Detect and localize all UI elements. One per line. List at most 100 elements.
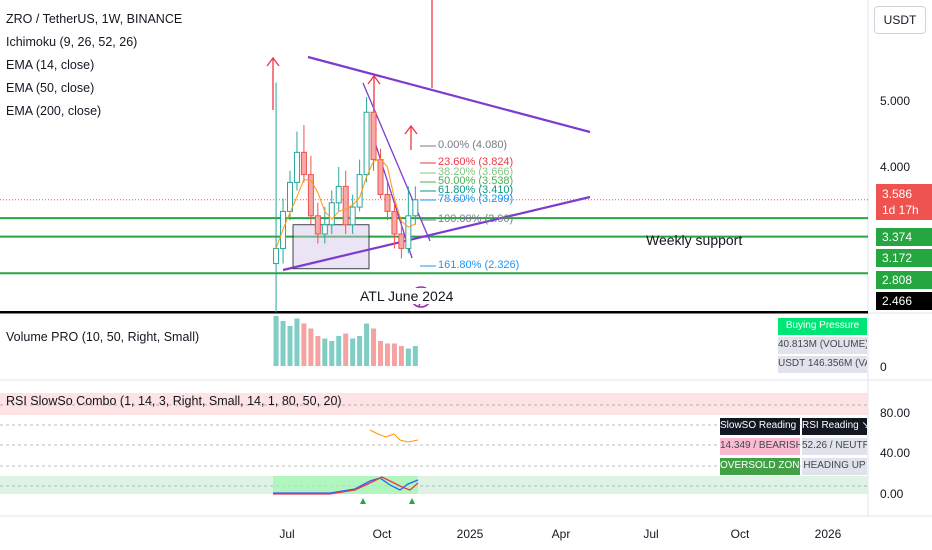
volume-bar-2 bbox=[287, 326, 293, 366]
slowso-oversold-fill bbox=[273, 476, 418, 494]
candle-body-19 bbox=[405, 215, 412, 249]
fib-label-0: 0.00% (4.080) bbox=[438, 139, 508, 151]
volume-value: 40.813M (VOLUME) bbox=[778, 337, 867, 354]
volume-bar-6 bbox=[315, 336, 321, 366]
volume-bar-17 bbox=[391, 343, 397, 366]
last-price-tag: 3.586 1d 17h bbox=[876, 184, 932, 220]
atl-note[interactable]: ATL June 2024 bbox=[358, 288, 456, 304]
fib-label-1618: 161.80% (2.326) bbox=[438, 259, 520, 271]
candle-body-18 bbox=[398, 233, 405, 249]
buy-signal-marker-1 bbox=[409, 498, 415, 504]
ema200-legend[interactable]: EMA (200, close) bbox=[6, 104, 102, 118]
volume-pro-legend[interactable]: Volume PRO (10, 50, Right, Small) bbox=[6, 330, 200, 344]
arrow-oct-head bbox=[404, 124, 418, 135]
price-label-4000: 4.000 bbox=[880, 160, 911, 174]
candle-body-6 bbox=[314, 215, 321, 235]
ema14-legend[interactable]: EMA (14, close) bbox=[6, 58, 95, 72]
slowso-d-line bbox=[273, 476, 419, 495]
candle-body-7 bbox=[321, 224, 328, 235]
atl-tag-2466: 2.466 bbox=[876, 292, 932, 310]
volume-bar-1 bbox=[280, 321, 286, 366]
buying-pressure-title: Buying Pressure bbox=[778, 318, 867, 335]
candle-body-17 bbox=[391, 210, 398, 235]
rsi-axis-0: 0.00 bbox=[880, 487, 904, 501]
fib-label-786: 78.60% (3.299) bbox=[438, 193, 514, 205]
support-tag-3374: 3.374 bbox=[876, 228, 932, 246]
arrow-oct bbox=[404, 124, 418, 150]
triangle-lower-trendline bbox=[282, 195, 591, 272]
rsi-slowso-legend[interactable]: RSI SlowSo Combo (1, 14, 3, Right, Small… bbox=[6, 394, 342, 408]
rsi-reading: 52.26 / NEUTRAL bbox=[802, 438, 867, 455]
candle-body-16 bbox=[384, 193, 391, 212]
weekly-support-note[interactable]: Weekly support bbox=[646, 232, 743, 248]
volume-bar-7 bbox=[322, 338, 328, 366]
overbought-zone bbox=[0, 393, 868, 415]
usdt-value: USDT 146.356M (VALUE) bbox=[778, 356, 867, 373]
candle-body-15 bbox=[377, 159, 384, 195]
fib-label-50: 50.00% (3.538) bbox=[438, 175, 514, 187]
volume-bar-5 bbox=[308, 328, 314, 366]
fib-label-100: 100.00% (2.90) bbox=[438, 213, 514, 225]
time-label-oct-2024: Oct bbox=[372, 527, 392, 541]
price-label-5000: 5.000 bbox=[880, 94, 911, 108]
fib-label-618: 61.80% (3.410) bbox=[438, 184, 514, 196]
candle-body-3 bbox=[293, 151, 300, 183]
candle-body-10 bbox=[342, 185, 349, 226]
fib-label-382: 38.20% (3.666) bbox=[438, 166, 514, 178]
ichimoku-legend[interactable]: Ichimoku (9, 26, 52, 26) bbox=[6, 35, 138, 49]
volume-bar-9 bbox=[336, 336, 342, 366]
oversold-zone: OVERSOLD ZONE bbox=[720, 458, 800, 475]
slowso-reading: 14.349 / BEARISH 🐻 bbox=[720, 438, 800, 455]
support-tag-2808: 2.808 bbox=[876, 271, 932, 289]
volume-bar-8 bbox=[329, 341, 335, 366]
volume-zero-label: 0 bbox=[880, 360, 887, 374]
ema50-legend[interactable]: EMA (50, close) bbox=[6, 81, 95, 95]
candle-body-0 bbox=[273, 247, 280, 265]
volume-bars bbox=[273, 316, 418, 366]
symbol-title: ZRO / TetherUS, 1W, BINANCE bbox=[6, 12, 183, 26]
volume-bar-15 bbox=[378, 341, 384, 366]
candle-body-4 bbox=[300, 151, 307, 176]
time-label-2025: 2025 bbox=[456, 527, 484, 541]
volume-bar-12 bbox=[357, 336, 363, 366]
ema-line bbox=[275, 158, 416, 249]
candle-body-9 bbox=[335, 185, 342, 204]
volume-bar-11 bbox=[350, 338, 356, 366]
time-label-oct-2025: Oct bbox=[730, 527, 750, 541]
time-label-jul-2025: Jul bbox=[643, 527, 659, 541]
triangle-upper-trendline bbox=[307, 55, 591, 134]
currency-button[interactable]: USDT bbox=[874, 6, 926, 34]
last-price-value: 3.586 bbox=[882, 187, 913, 201]
volume-bar-16 bbox=[384, 343, 390, 366]
volume-bar-4 bbox=[301, 323, 307, 366]
candle-body-14 bbox=[370, 111, 377, 161]
arrow-jul bbox=[266, 56, 280, 110]
arrow-sep-head bbox=[367, 74, 381, 85]
rsi-trend: HEADING UP bbox=[802, 458, 867, 475]
fib-label-236: 23.60% (3.824) bbox=[438, 156, 514, 168]
candle-body-11 bbox=[349, 206, 356, 226]
range-box bbox=[292, 224, 370, 270]
candles bbox=[273, 82, 419, 313]
time-label-jul-2024: Jul bbox=[279, 527, 295, 541]
candle-body-5 bbox=[307, 174, 314, 217]
slowso-header: SlowSO Reading 🚀 bbox=[720, 418, 800, 435]
bar-countdown: 1d 17h bbox=[882, 203, 919, 217]
time-label-apr-2025: Apr bbox=[551, 527, 571, 541]
wedge-line-lower bbox=[371, 132, 413, 259]
volume-bar-0 bbox=[273, 316, 279, 366]
volume-bar-3 bbox=[294, 318, 300, 366]
arrow-jul-head bbox=[266, 56, 280, 67]
candle-body-20 bbox=[412, 199, 419, 217]
rsi-line bbox=[369, 429, 419, 443]
volume-bar-14 bbox=[371, 328, 377, 366]
candle-body-8 bbox=[328, 202, 335, 226]
rsi-axis-40: 40.00 bbox=[880, 446, 911, 460]
rsi-header: RSI Reading ↘ bbox=[802, 418, 867, 435]
rsi-axis-80: 80.00 bbox=[880, 406, 911, 420]
volume-bar-10 bbox=[343, 333, 349, 366]
volume-bar-18 bbox=[398, 346, 404, 366]
candle-body-2 bbox=[287, 181, 293, 212]
buy-signal-marker-0 bbox=[360, 498, 366, 504]
